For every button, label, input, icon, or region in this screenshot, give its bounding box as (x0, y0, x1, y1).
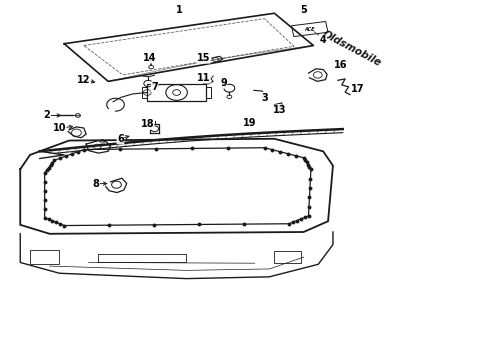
Text: 18: 18 (141, 120, 154, 129)
Text: 12: 12 (77, 75, 91, 85)
Text: 10: 10 (52, 123, 66, 133)
Text: 9: 9 (220, 78, 227, 88)
Text: 4: 4 (320, 35, 326, 45)
Text: 15: 15 (196, 53, 210, 63)
Text: Oldsmobile: Oldsmobile (321, 30, 383, 69)
Text: 17: 17 (351, 84, 364, 94)
Text: 7: 7 (151, 82, 158, 92)
Bar (274, 251, 301, 263)
Text: 16: 16 (334, 60, 347, 70)
Text: 8: 8 (93, 179, 99, 189)
Text: 1: 1 (175, 5, 182, 15)
Text: 13: 13 (272, 105, 286, 115)
Text: 6: 6 (117, 134, 124, 144)
Text: 19: 19 (243, 118, 257, 128)
Text: 5: 5 (300, 5, 307, 15)
Text: 3: 3 (261, 93, 268, 103)
Text: 14: 14 (143, 53, 156, 63)
Text: ACE: ACE (304, 27, 315, 32)
Text: 11: 11 (196, 73, 210, 83)
Text: 2: 2 (44, 111, 50, 121)
Bar (30, 250, 59, 264)
